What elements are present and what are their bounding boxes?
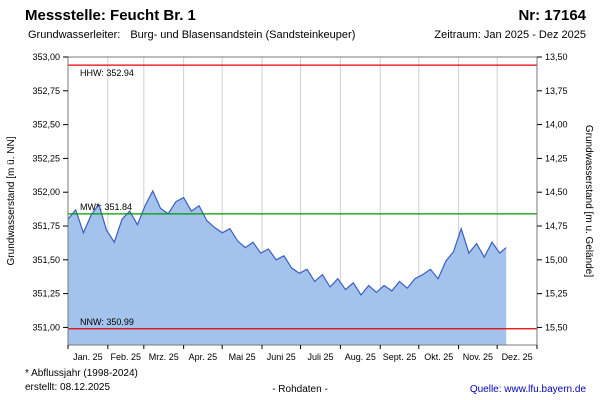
footnote-abflussjahr: * Abflussjahr (1998-2024) xyxy=(25,368,138,379)
period-info: Zeitraum: Jan 2025 - Dez 2025 xyxy=(434,29,586,41)
station-number: Nr: 17164 xyxy=(518,7,586,24)
hhw-label: HHW: 352.94 xyxy=(80,68,134,78)
x-tick-label: Jan. 25 xyxy=(73,352,103,362)
nnw-label: NNW: 350.99 xyxy=(80,317,134,327)
x-tick-label: Nov. 25 xyxy=(463,352,493,362)
aquifer-label: Grundwasserleiter: xyxy=(28,29,121,41)
x-tick-label: Aug. 25 xyxy=(345,352,376,362)
source-link[interactable]: Quelle: www.lfu.bayern.de xyxy=(469,384,586,395)
rohdaten-label: - Rohdaten - xyxy=(272,384,328,395)
plot-border xyxy=(67,56,538,346)
y-tick-label-right: 14,75 xyxy=(545,221,568,231)
groundwater-line xyxy=(67,189,507,297)
y-tick-label-right: 14,25 xyxy=(545,153,568,163)
page-title: Messstelle: Feucht Br. 1 xyxy=(25,7,196,24)
x-tick-label: Feb. 25 xyxy=(111,352,142,362)
y-tick-label-left: 352,25 xyxy=(32,153,60,163)
header-row-1: Messstelle: Feucht Br. 1 Nr: 17164 xyxy=(25,7,586,24)
y-tick-label-left: 352,75 xyxy=(32,86,60,96)
mw-label: MW*: 351.84 xyxy=(80,202,132,212)
x-tick-label: Juni 25 xyxy=(267,352,296,362)
y-tick-label-left: 352,00 xyxy=(32,187,60,197)
y-tick-label-right: 15,00 xyxy=(545,255,568,265)
y-tick-label-left: 351,75 xyxy=(32,221,60,231)
y-tick-label-left: 352,50 xyxy=(32,120,60,130)
y-tick-label-left: 351,00 xyxy=(32,322,60,332)
x-tick-label: Mai 25 xyxy=(229,352,256,362)
x-tick-label: Apr. 25 xyxy=(189,352,218,362)
y-tick-label-right: 14,00 xyxy=(545,120,568,130)
x-tick-label: Okt. 25 xyxy=(424,352,453,362)
y-axis-title-right: Grundwasserstand [m u. Gelände] xyxy=(583,125,594,278)
y-axis-title-left: Grundwasserstand [m ü. NN] xyxy=(6,136,17,265)
aquifer-value: Burg- und Blasensandstein (Sandsteinkeup… xyxy=(130,29,356,41)
y-tick-label-left: 351,50 xyxy=(32,255,60,265)
y-tick-label-right: 13,50 xyxy=(545,52,568,62)
header-row-2: Grundwasserleiter: Burg- und Blasensandst… xyxy=(28,29,586,41)
y-tick-label-left: 353,00 xyxy=(32,52,60,62)
y-tick-label-right: 15,25 xyxy=(545,289,568,299)
x-tick-label: Mrz. 25 xyxy=(149,352,179,362)
x-tick-label: Dez. 25 xyxy=(502,352,533,362)
x-tick-label: Sept. 25 xyxy=(383,352,417,362)
aquifer-info: Grundwasserleiter: Burg- und Blasensandst… xyxy=(28,29,355,41)
y-tick-label-right: 13,75 xyxy=(545,86,568,96)
groundwater-area xyxy=(68,190,507,345)
created-date: erstellt: 08.12.2025 xyxy=(25,382,111,393)
y-tick-label-right: 15,50 xyxy=(545,322,568,332)
x-tick-label: Juli 25 xyxy=(307,352,333,362)
y-tick-label-right: 14,50 xyxy=(545,187,568,197)
y-tick-label-left: 351,25 xyxy=(32,289,60,299)
